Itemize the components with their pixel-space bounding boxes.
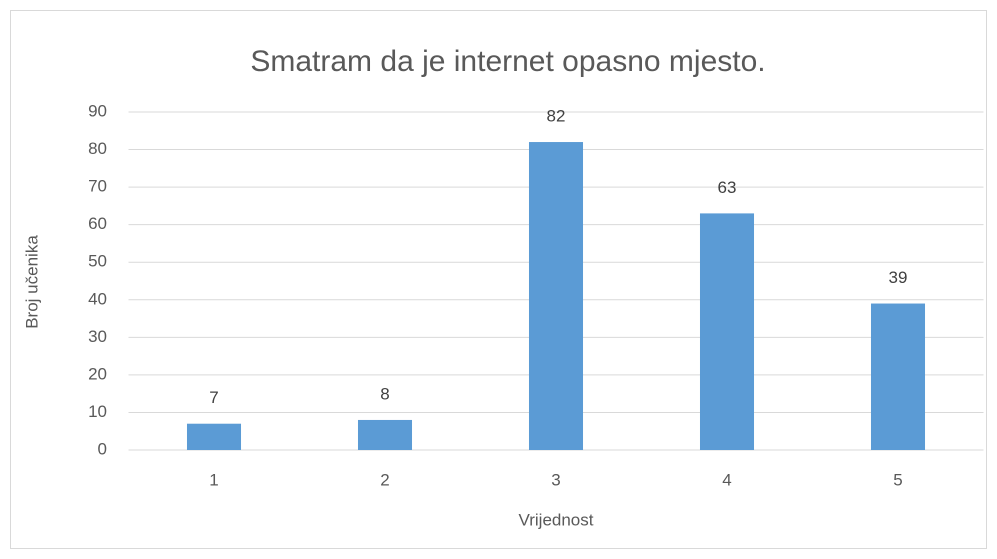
x-tick-label: 3 xyxy=(551,470,560,489)
bar xyxy=(528,142,584,451)
data-label: 39 xyxy=(889,268,908,287)
y-tick-label: 90 xyxy=(88,101,107,120)
x-tick-label: 1 xyxy=(209,470,218,489)
bar xyxy=(186,423,242,450)
data-label: 82 xyxy=(547,107,566,126)
y-tick-label: 10 xyxy=(88,402,107,421)
y-tick-label: 40 xyxy=(88,289,107,308)
chart-title: Smatram da je internet opasno mjesto. xyxy=(250,45,765,78)
y-tick-label: 30 xyxy=(88,327,107,346)
data-label: 8 xyxy=(380,384,389,403)
bar xyxy=(870,303,926,450)
y-tick-label: 60 xyxy=(88,214,107,233)
y-tick-label: 20 xyxy=(88,364,107,383)
x-tick-label: 2 xyxy=(380,470,389,489)
x-tick-label: 4 xyxy=(722,470,731,489)
data-label: 7 xyxy=(209,388,218,407)
y-axis-label: Broj učenika xyxy=(22,235,41,329)
y-tick-label: 70 xyxy=(88,177,107,196)
bar xyxy=(357,419,413,450)
y-tick-label: 50 xyxy=(88,252,107,271)
x-tick-label: 5 xyxy=(893,470,902,489)
data-label: 63 xyxy=(718,178,737,197)
chart-border xyxy=(10,10,987,549)
y-tick-label: 0 xyxy=(98,439,107,458)
x-axis-label: Vrijednost xyxy=(519,510,594,529)
bar xyxy=(699,213,755,450)
y-tick-label: 80 xyxy=(88,139,107,158)
